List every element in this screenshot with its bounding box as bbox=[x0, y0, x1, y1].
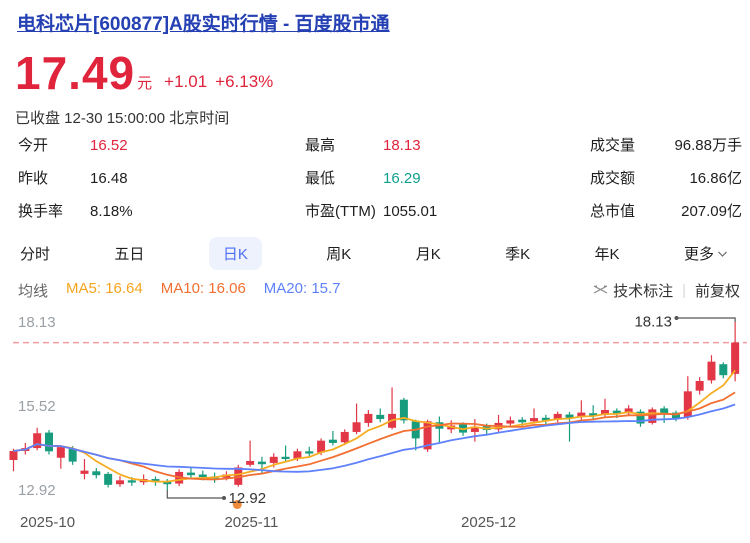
tab-quarterly-k[interactable]: 季K bbox=[505, 245, 531, 263]
tab-minute[interactable]: 分时 bbox=[20, 245, 51, 263]
stat-low: 最低 16.29 bbox=[305, 170, 421, 187]
tech-annotation-button[interactable]: 技术标注 bbox=[593, 280, 673, 301]
stat-amount: 成交额 16.86亿 bbox=[590, 170, 742, 187]
ma5-value: MA5: 16.64 bbox=[66, 280, 143, 297]
current-price: 17.49 bbox=[15, 47, 136, 99]
stat-volume: 成交量 96.88万手 bbox=[590, 137, 742, 154]
svg-text:2025-12: 2025-12 bbox=[461, 514, 516, 531]
price-block: 17.49 元 +1.01 +6.13% bbox=[15, 50, 273, 96]
chart-tools: 技术标注 | 前复权 bbox=[593, 280, 740, 301]
tab-five-day[interactable]: 五日 bbox=[114, 245, 145, 263]
adjust-mode-button[interactable]: 前复权 bbox=[694, 283, 740, 300]
stat-open: 今开 16.52 bbox=[18, 137, 128, 154]
market-status: 已收盘 12-30 15:00:00 北京时间 bbox=[15, 110, 230, 127]
stat-pe-ttm: 市盈(TTM) 1055.01 bbox=[305, 203, 438, 220]
svg-text:18.13: 18.13 bbox=[18, 314, 56, 331]
tools-divider: | bbox=[682, 282, 686, 299]
kline-chart[interactable]: 18.13 15.52 12.92 2025-10 2025-11 2025-12 18.1… bbox=[0, 305, 750, 543]
svg-text:12.92: 12.92 bbox=[229, 490, 267, 507]
tab-monthly-k[interactable]: 月K bbox=[415, 245, 441, 263]
stat-high: 最高 18.13 bbox=[305, 137, 421, 154]
stock-title-link[interactable]: 电科芯片[600877]A股实时行情 - 百度股市通 bbox=[17, 14, 390, 35]
svg-text:18.13: 18.13 bbox=[634, 313, 672, 330]
ma-legend: 均线 MA5: 16.64 MA10: 16.06 MA20: 15.7 bbox=[18, 280, 341, 301]
more-dropdown[interactable]: 更多 bbox=[684, 243, 728, 264]
stat-market-cap: 总市值 207.09亿 bbox=[590, 203, 742, 220]
stat-prev-close: 昨收 16.48 bbox=[18, 170, 128, 187]
svg-text:12.92: 12.92 bbox=[18, 482, 56, 499]
stat-turnover-rate: 换手率 8.18% bbox=[18, 203, 133, 220]
price-unit: 元 bbox=[137, 75, 153, 92]
annotation-tool-icon bbox=[593, 282, 608, 299]
svg-text:2025-10: 2025-10 bbox=[20, 514, 75, 531]
tab-yearly-k[interactable]: 年K bbox=[594, 245, 620, 263]
ma20-value: MA20: 15.7 bbox=[263, 280, 341, 297]
ma-legend-title: 均线 bbox=[18, 283, 49, 300]
svg-text:2025-11: 2025-11 bbox=[224, 514, 278, 531]
tab-weekly-k[interactable]: 周K bbox=[326, 245, 352, 263]
svg-text:15.52: 15.52 bbox=[18, 398, 56, 415]
tab-daily-k[interactable]: 日K bbox=[208, 236, 262, 270]
price-change: +1.01 bbox=[164, 72, 208, 91]
chevron-down-icon bbox=[717, 245, 728, 262]
ma10-value: MA10: 16.06 bbox=[160, 280, 246, 297]
period-tabs: 分时 五日 日K 周K 月K 季K 年K 更多 bbox=[20, 236, 728, 270]
price-change-percent: +6.13% bbox=[215, 72, 274, 91]
